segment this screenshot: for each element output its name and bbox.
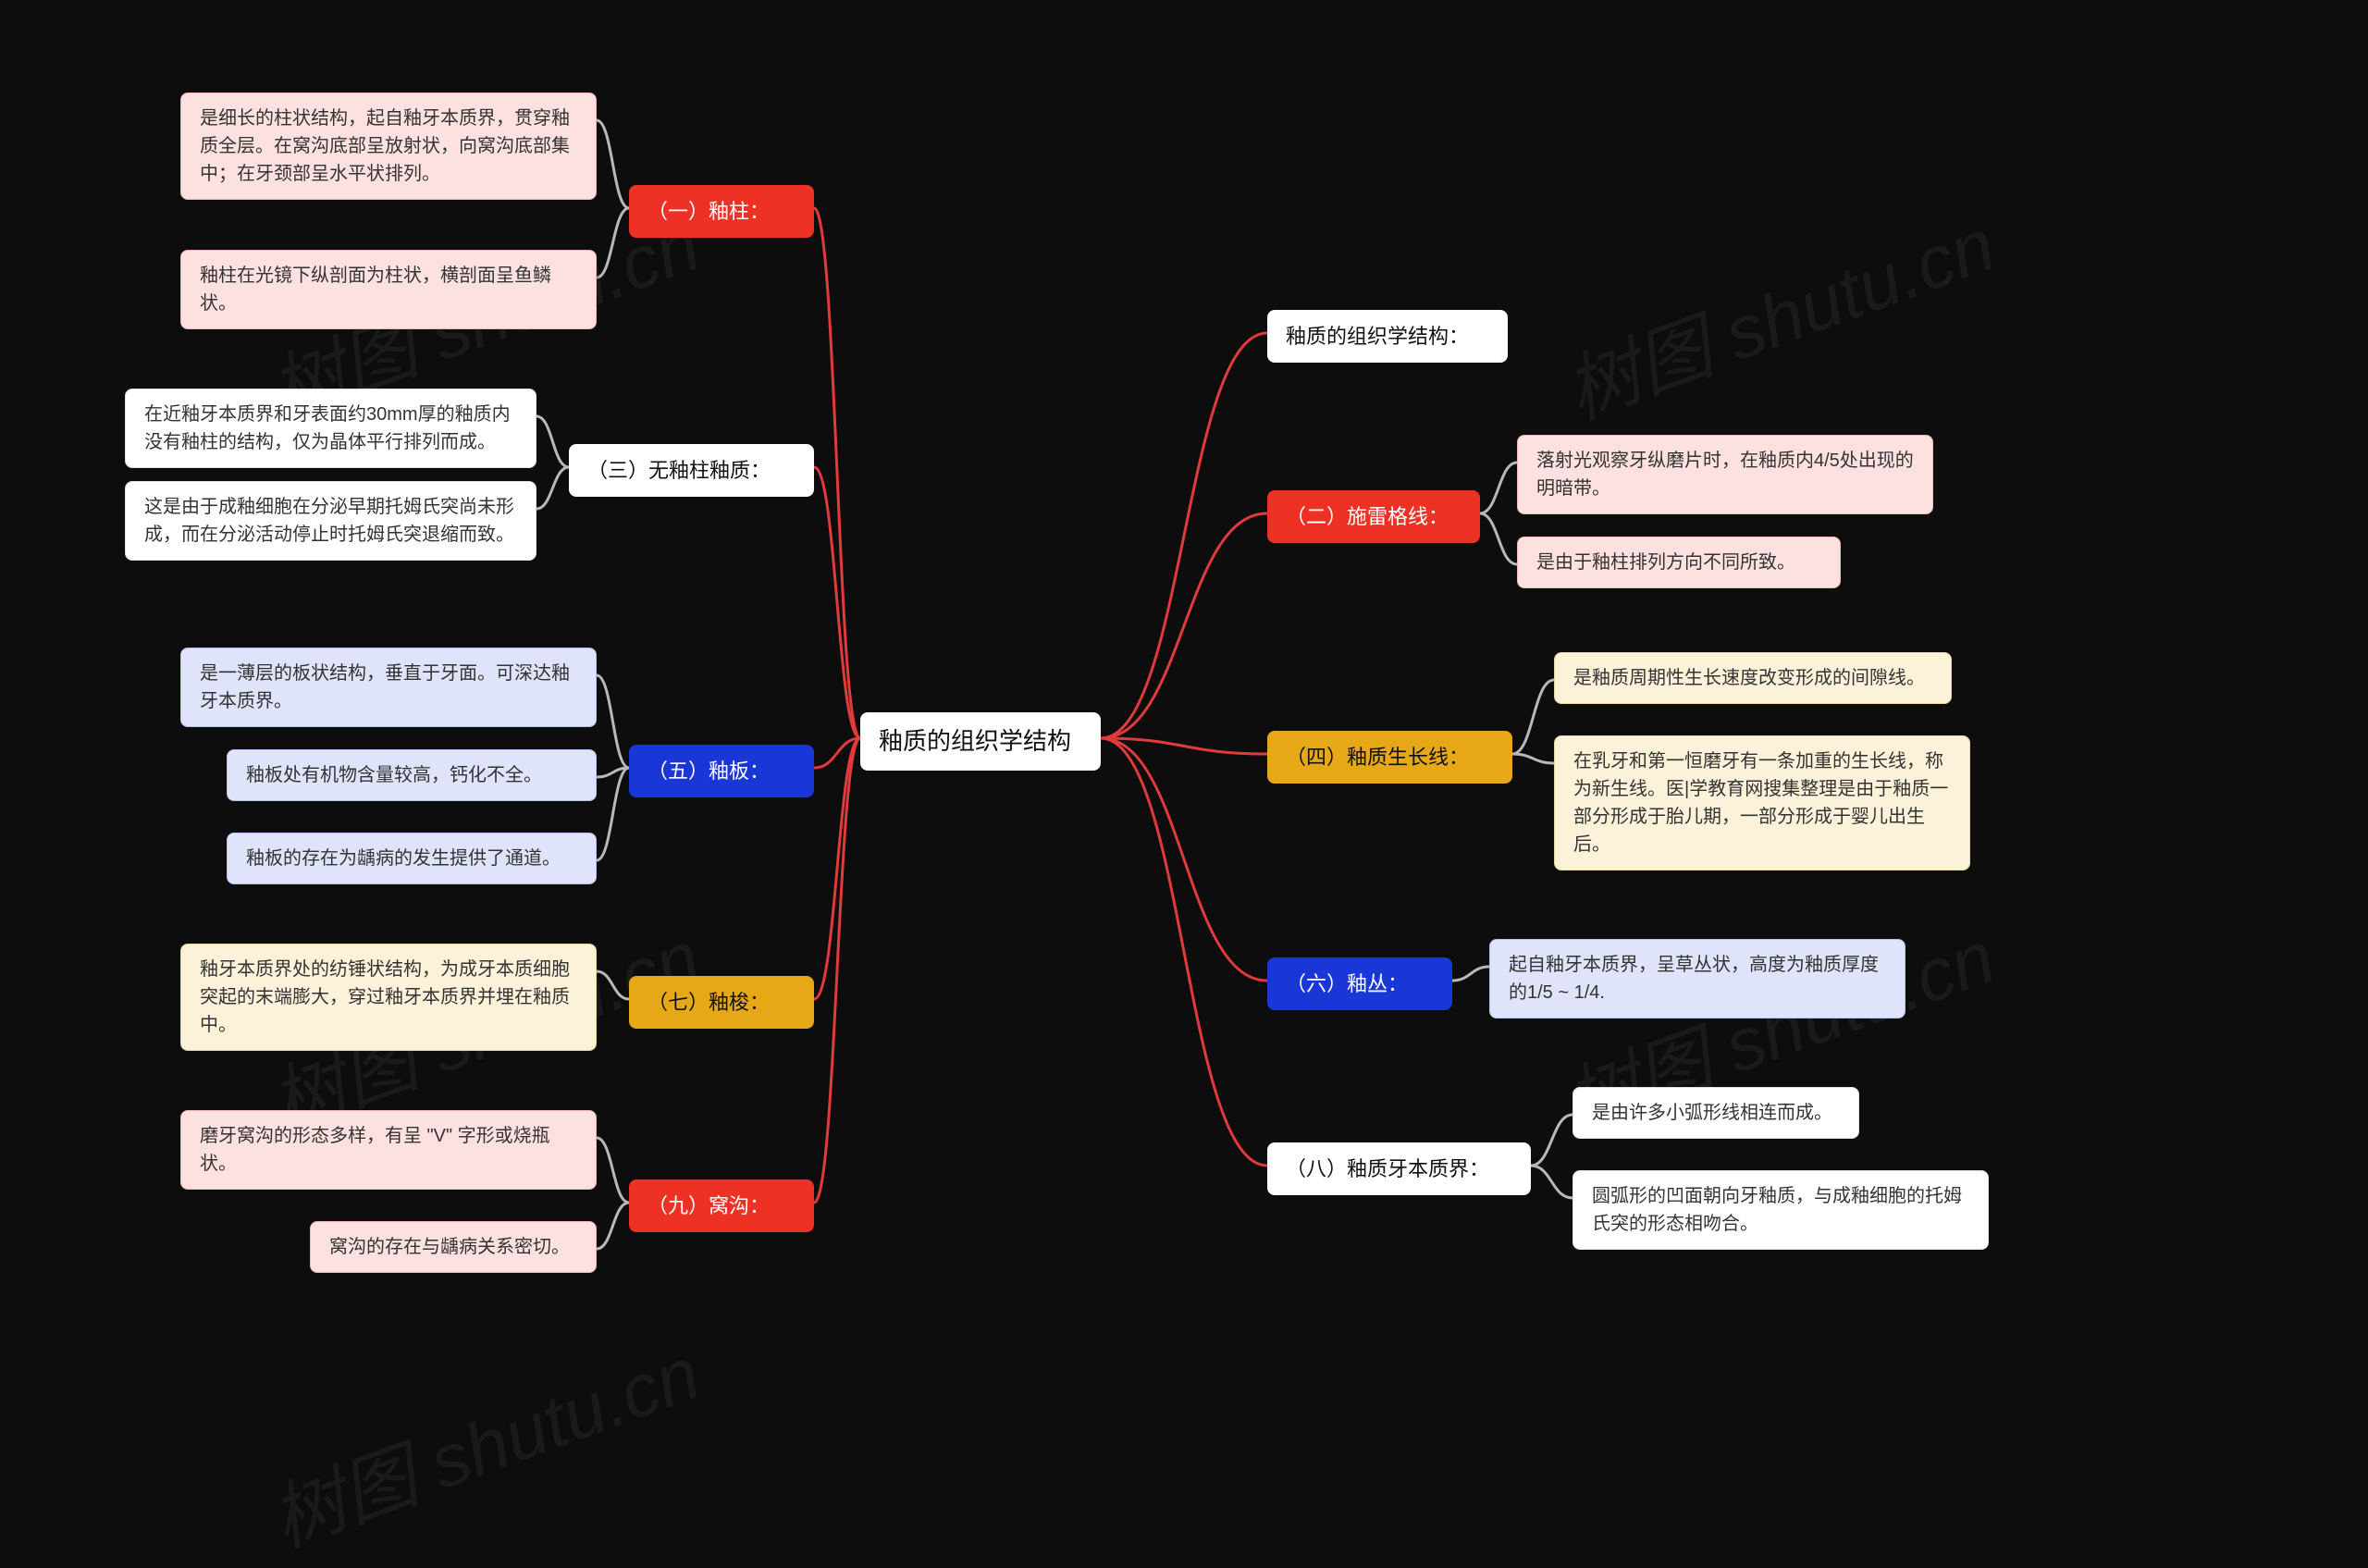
leaf-node[interactable]: 是细长的柱状结构，起自釉牙本质界，贯穿釉质全层。在窝沟底部呈放射状，向窝沟底部集…	[180, 93, 597, 200]
leaf-node[interactable]: 起自釉牙本质界，呈草丛状，高度为釉质厚度的1/5 ~ 1/4.	[1489, 939, 1906, 1019]
branch-node-b3[interactable]: （三）无釉柱釉质：	[569, 444, 814, 497]
leaf-node[interactable]: 这是由于成釉细胞在分泌早期托姆氏突尚未形成，而在分泌活动停止时托姆氏突退缩而致。	[125, 481, 536, 561]
leaf-node[interactable]: 是釉质周期性生长速度改变形成的间隙线。	[1554, 652, 1952, 704]
branch-node-b8[interactable]: （八）釉质牙本质界：	[1267, 1142, 1531, 1195]
branch-node-b4[interactable]: （四）釉质生长线：	[1267, 731, 1512, 784]
leaf-node[interactable]: 是由于釉柱排列方向不同所致。	[1517, 537, 1841, 588]
leaf-node[interactable]: 釉板处有机物含量较高，钙化不全。	[227, 749, 597, 801]
leaf-node[interactable]: 釉牙本质界处的纺锤状结构，为成牙本质细胞突起的末端膨大，穿过釉牙本质界并埋在釉质…	[180, 944, 597, 1051]
leaf-node[interactable]: 窝沟的存在与龋病关系密切。	[310, 1221, 597, 1273]
leaf-node[interactable]: 是一薄层的板状结构，垂直于牙面。可深达釉牙本质界。	[180, 648, 597, 727]
leaf-node[interactable]: 釉板的存在为龋病的发生提供了通道。	[227, 833, 597, 884]
branch-node-b1[interactable]: （一）釉柱：	[629, 185, 814, 238]
leaf-node[interactable]: 圆弧形的凹面朝向牙釉质，与成釉细胞的托姆氏突的形态相吻合。	[1572, 1170, 1989, 1250]
leaf-node[interactable]: 在近釉牙本质界和牙表面约30mm厚的釉质内没有釉柱的结构，仅为晶体平行排列而成。	[125, 389, 536, 468]
leaf-node[interactable]: 落射光观察牙纵磨片时，在釉质内4/5处出现的明暗带。	[1517, 435, 1933, 514]
leaf-node[interactable]: 釉柱在光镜下纵剖面为柱状，横剖面呈鱼鳞状。	[180, 250, 597, 329]
branch-node-b7[interactable]: （七）釉梭：	[629, 976, 814, 1029]
leaf-node[interactable]: 磨牙窝沟的形态多样，有呈 "V" 字形或烧瓶状。	[180, 1110, 597, 1190]
leaf-node[interactable]: 是由许多小弧形线相连而成。	[1572, 1087, 1859, 1139]
branch-node-b5[interactable]: （五）釉板：	[629, 745, 814, 797]
branch-node-b6[interactable]: （六）釉丛：	[1267, 957, 1452, 1010]
branch-node-b9[interactable]: （九）窝沟：	[629, 1179, 814, 1232]
watermark: 树图 shutu.cn	[1549, 186, 2007, 440]
center-node[interactable]: 釉质的组织学结构	[860, 712, 1101, 771]
leaf-node[interactable]: 在乳牙和第一恒磨牙有一条加重的生长线，称为新生线。医|学教育网搜集整理是由于釉质…	[1554, 735, 1970, 870]
branch-node-b2[interactable]: （二）施雷格线：	[1267, 490, 1480, 543]
watermark: 树图 shutu.cn	[254, 1315, 712, 1568]
branch-node-r0[interactable]: 釉质的组织学结构：	[1267, 310, 1508, 363]
